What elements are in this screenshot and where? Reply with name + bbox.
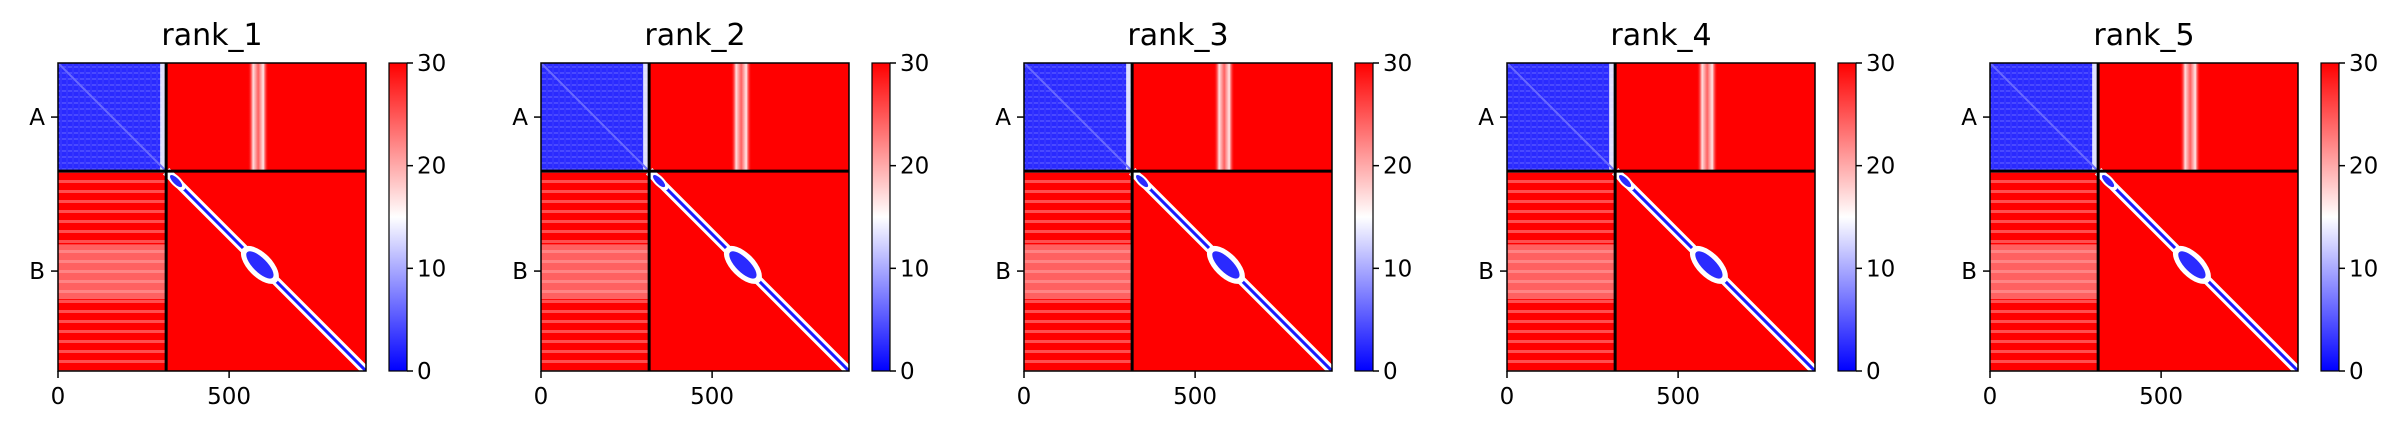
heatmap-area (58, 63, 366, 371)
x-tick-label: 0 (534, 384, 549, 410)
colorbar-tick-label: 10 (1383, 256, 1412, 282)
y-tick-label: B (1478, 259, 1494, 285)
y-tick-label: A (512, 105, 528, 131)
y-tick-label: B (29, 259, 45, 285)
chain-a-edge (1126, 63, 1133, 172)
plot-frame (57, 62, 367, 372)
colorbar-tick-label: 20 (2349, 154, 2378, 180)
plot-frame (1506, 62, 1816, 372)
panel-rank-4: rank_4 0 500 A B 0 10 20 30 (1478, 18, 1895, 410)
x-tick-label: 0 (1500, 384, 1515, 410)
start-blob (653, 175, 666, 188)
chain-a-diagonal (1024, 63, 1133, 172)
domain-blob (1212, 251, 1240, 279)
x-tick-label: 500 (690, 384, 734, 410)
colorbar-tick-label: 30 (1383, 51, 1412, 77)
heatmap-area (1024, 63, 1332, 371)
chain-b-highlight (58, 244, 167, 300)
colorbar-tick-label: 0 (2349, 359, 2364, 385)
colorbar (871, 62, 891, 372)
panel-title: rank_4 (1610, 18, 1711, 53)
y-tick-label: B (1961, 259, 1977, 285)
colorbar-tick-label: 30 (900, 51, 929, 77)
heatmap-area (1507, 63, 1815, 371)
panel-title: rank_2 (644, 18, 745, 53)
y-tick-label: A (29, 105, 45, 131)
panel-title: rank_5 (2093, 18, 2194, 53)
x-tick-label: 0 (1017, 384, 1032, 410)
colorbar (1354, 62, 1374, 372)
y-tick-label: A (995, 105, 1011, 131)
chain-b-highlight (1990, 244, 2099, 300)
chain-a-diagonal (1990, 63, 2099, 172)
chain-b-highlight (1024, 244, 1133, 300)
colorbar-tick-label: 20 (1383, 154, 1412, 180)
panel-rank-2: rank_2 0 500 A B 0 10 20 30 (512, 18, 929, 410)
heatmap-area (541, 63, 849, 371)
x-tick-label: 500 (2139, 384, 2183, 410)
interface-band (1213, 63, 1235, 172)
chain-a-edge (1609, 63, 1616, 172)
chain-a-diagonal (541, 63, 650, 172)
start-blob (2102, 175, 2115, 188)
colorbar-tick-label: 30 (2349, 51, 2378, 77)
domain-blob (1695, 251, 1723, 279)
colorbar-tick-label: 20 (1866, 154, 1895, 180)
heatmap-area (1990, 63, 2298, 371)
colorbar-tick-label: 0 (417, 359, 432, 385)
colorbar (1837, 62, 1857, 372)
y-tick-label: A (1961, 105, 1977, 131)
panel-rank-5: rank_5 0 500 A B 0 10 20 30 (1961, 18, 2378, 410)
x-tick-label: 0 (1983, 384, 1998, 410)
panel-rank-1: rank_1 0 500 A B 0 10 20 30 (29, 18, 446, 410)
x-tick-label: 500 (1173, 384, 1217, 410)
chain-a-edge (160, 63, 167, 172)
x-tick-label: 0 (51, 384, 66, 410)
interface-band (730, 63, 752, 172)
domain-blob (246, 251, 274, 279)
panel-title: rank_3 (1127, 18, 1228, 53)
colorbar-tick-label: 0 (1866, 359, 1881, 385)
colorbar-tick-label: 10 (2349, 256, 2378, 282)
y-tick-label: A (1478, 105, 1494, 131)
colorbar-tick-label: 10 (900, 256, 929, 282)
interface-band (1696, 63, 1718, 172)
start-blob (1136, 175, 1149, 188)
colorbar (2320, 62, 2340, 372)
colorbar-tick-label: 0 (900, 359, 915, 385)
plot-frame (1989, 62, 2299, 372)
chain-b-highlight (541, 244, 650, 300)
start-blob (170, 175, 183, 188)
chain-b-highlight (1507, 244, 1616, 300)
colorbar-tick-label: 10 (417, 256, 446, 282)
chain-a-diagonal (58, 63, 167, 172)
colorbar-tick-label: 30 (1866, 51, 1895, 77)
colorbar-tick-label: 10 (1866, 256, 1895, 282)
domain-blob (2178, 251, 2206, 279)
interface-band (2179, 63, 2201, 172)
domain-blob (729, 251, 757, 279)
plot-frame (540, 62, 850, 372)
x-tick-label: 500 (207, 384, 251, 410)
y-tick-label: B (995, 259, 1011, 285)
colorbar (388, 62, 408, 372)
chain-a-diagonal (1507, 63, 1616, 172)
y-tick-label: B (512, 259, 528, 285)
panel-rank-3: rank_3 0 500 A B 0 10 20 30 (995, 18, 1412, 410)
colorbar-tick-label: 0 (1383, 359, 1398, 385)
colorbar-tick-label: 20 (417, 154, 446, 180)
start-blob (1619, 175, 1632, 188)
interface-band (247, 63, 269, 172)
chain-a-edge (643, 63, 650, 172)
plot-frame (1023, 62, 1333, 372)
x-tick-label: 500 (1656, 384, 1700, 410)
panel-title: rank_1 (161, 18, 262, 53)
colorbar-tick-label: 20 (900, 154, 929, 180)
colorbar-tick-label: 30 (417, 51, 446, 77)
chain-a-edge (2092, 63, 2099, 172)
